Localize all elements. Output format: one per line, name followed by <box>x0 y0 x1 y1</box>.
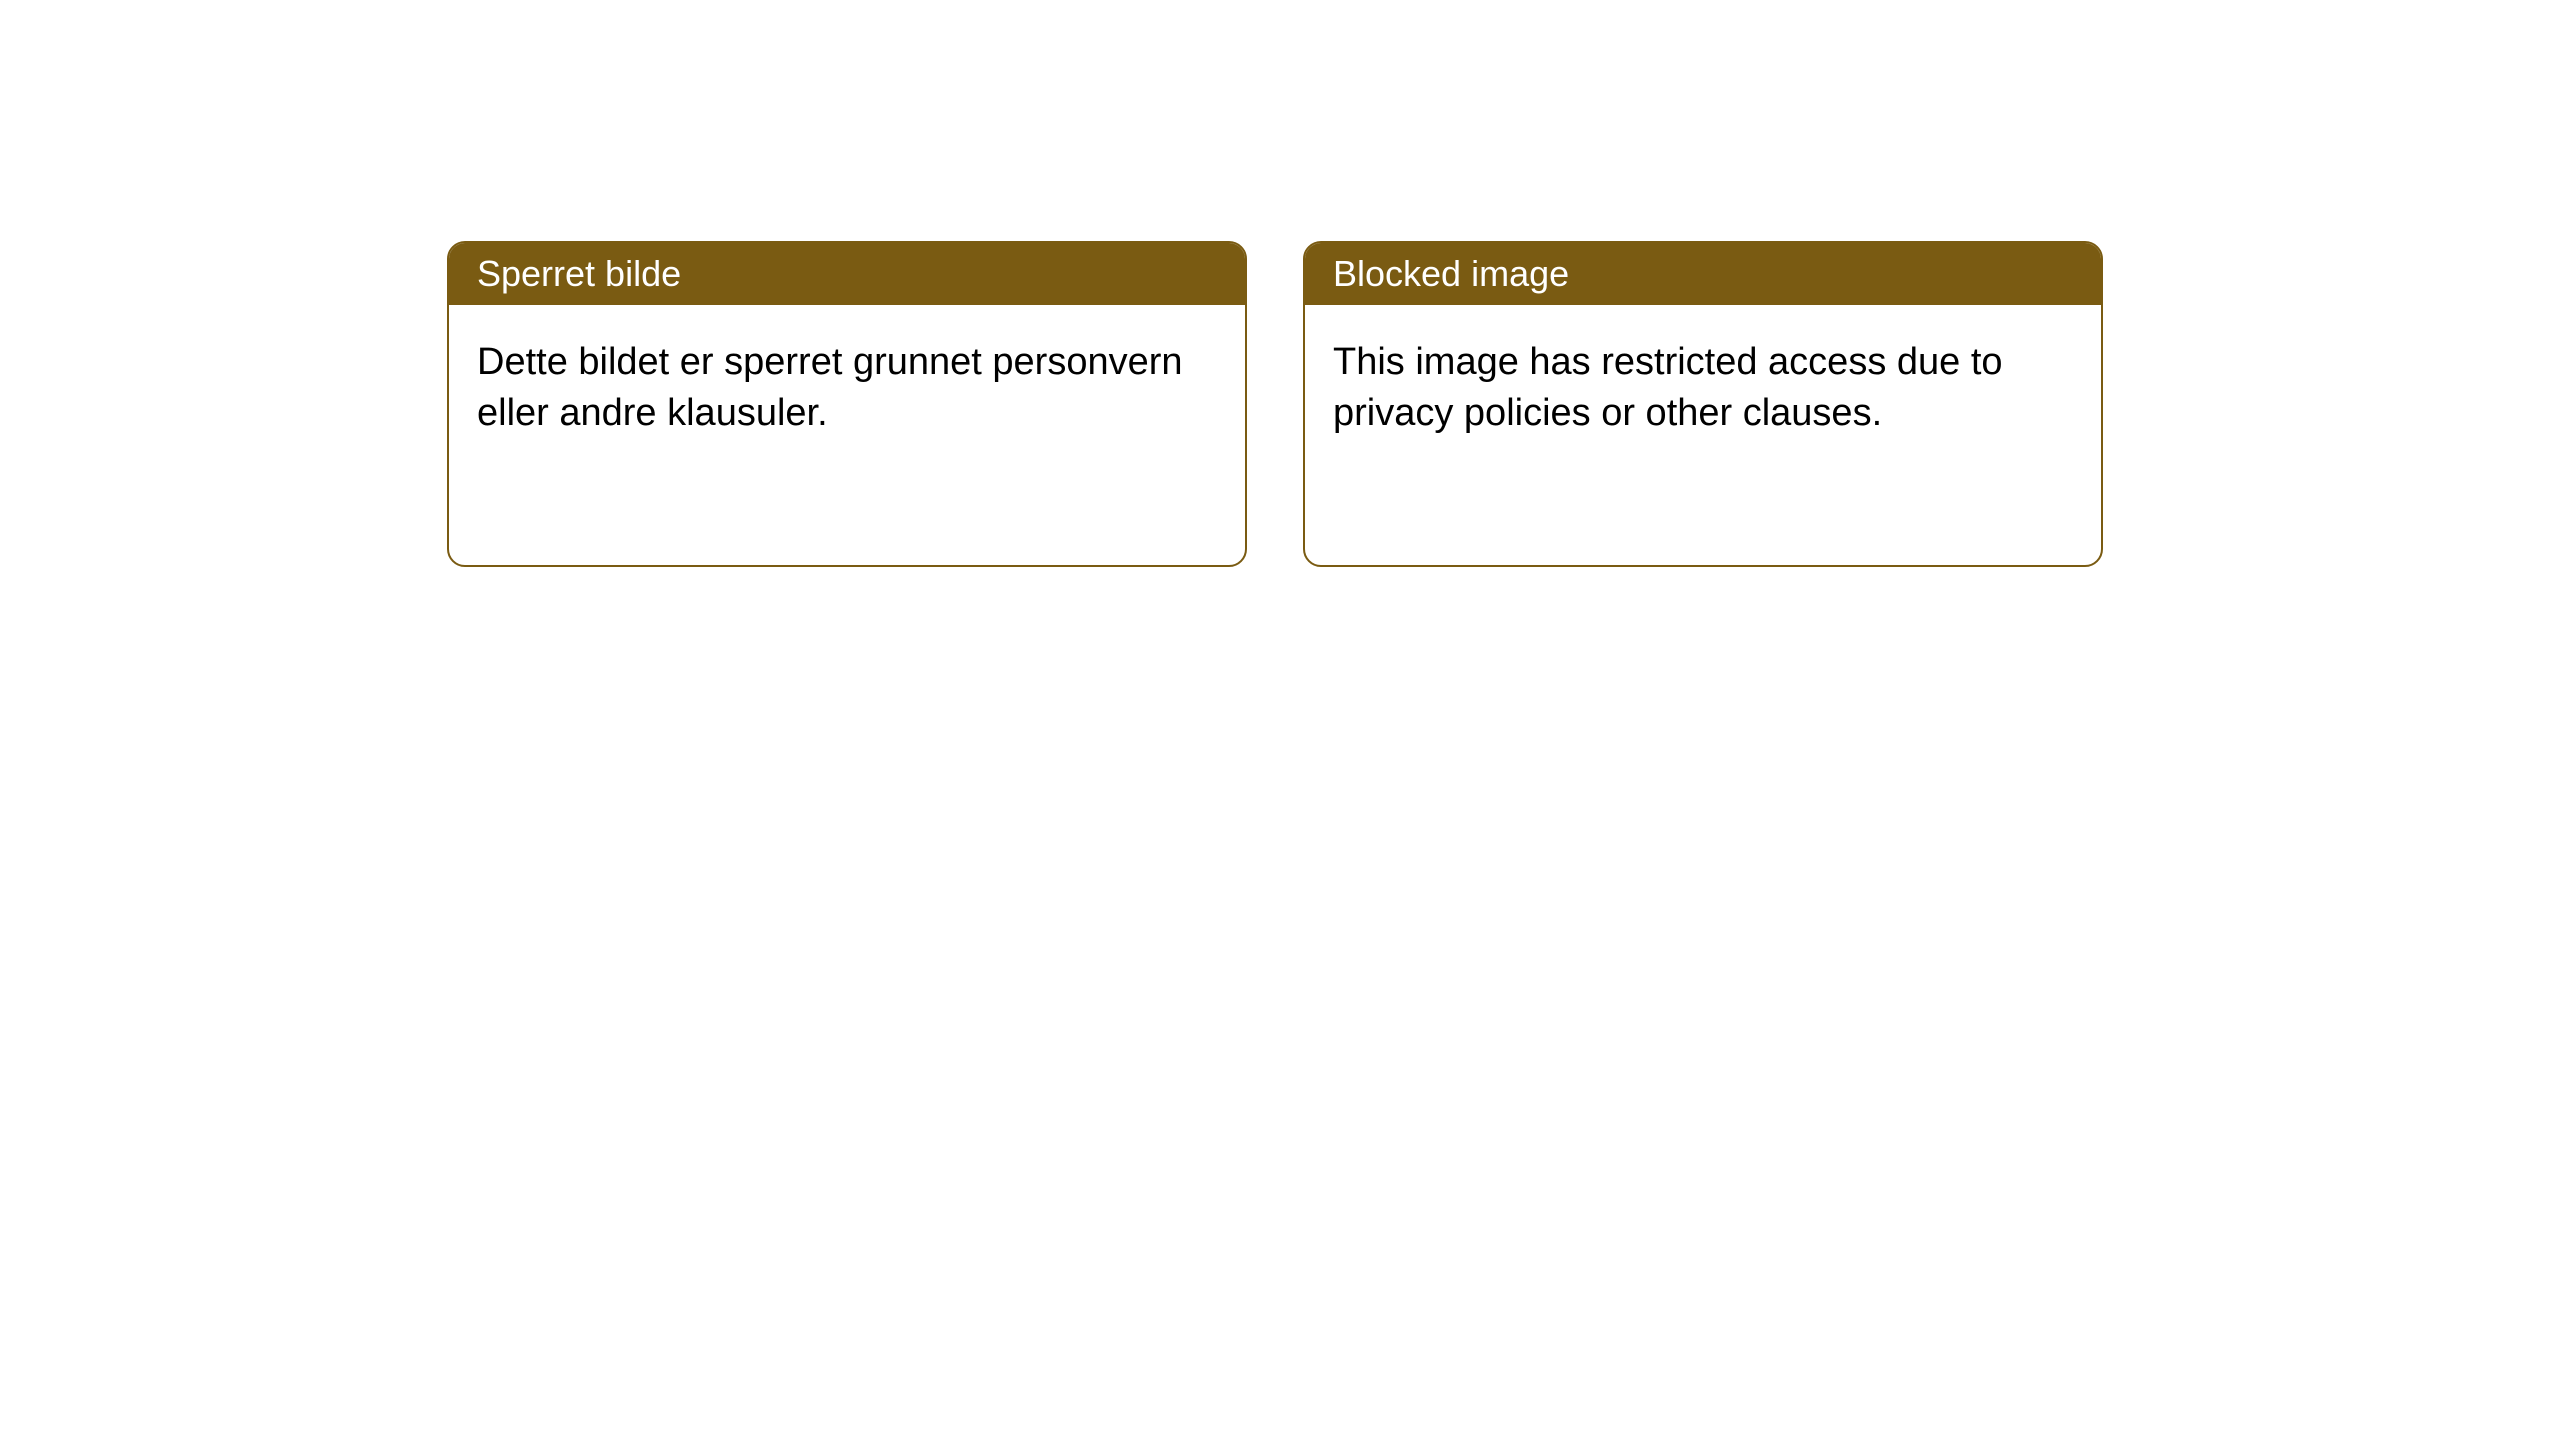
notice-card-english: Blocked image This image has restricted … <box>1303 241 2103 567</box>
notice-card-norwegian: Sperret bilde Dette bildet er sperret gr… <box>447 241 1247 567</box>
notice-card-title: Blocked image <box>1305 243 2101 305</box>
notice-cards-container: Sperret bilde Dette bildet er sperret gr… <box>447 241 2103 567</box>
notice-card-title: Sperret bilde <box>449 243 1245 305</box>
notice-card-body: This image has restricted access due to … <box>1305 305 2101 565</box>
notice-card-body: Dette bildet er sperret grunnet personve… <box>449 305 1245 565</box>
